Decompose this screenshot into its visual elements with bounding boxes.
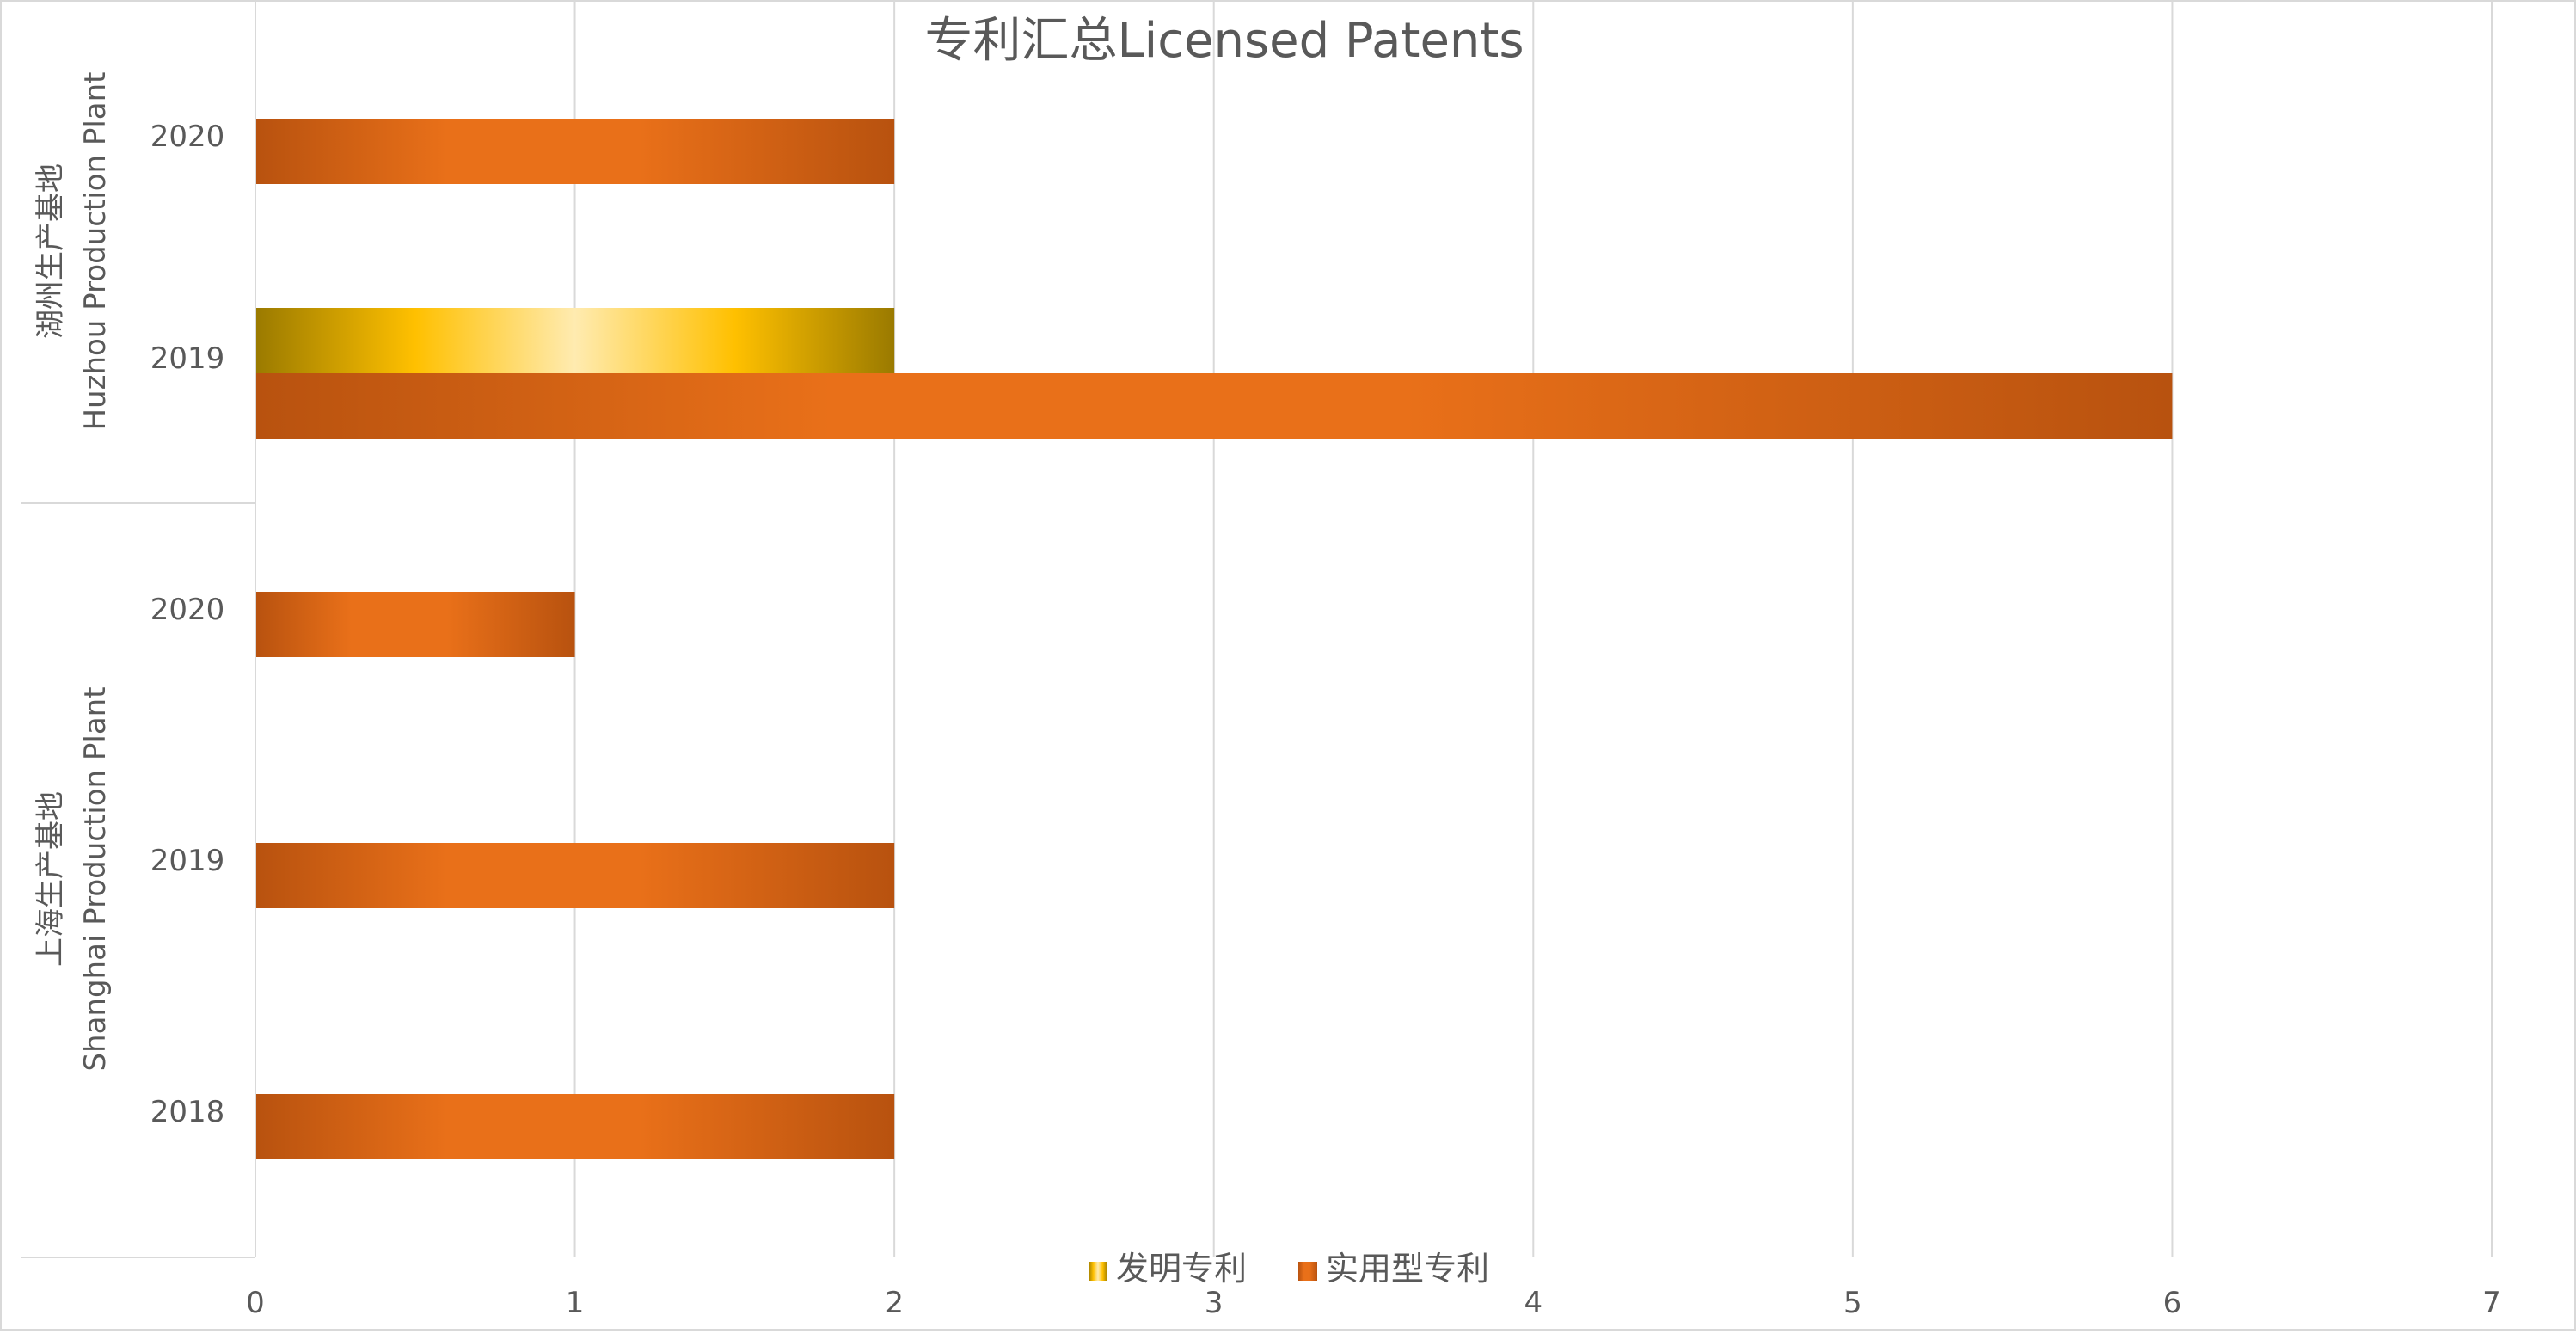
y-category-label: 2019 [150, 341, 225, 376]
group-label-en: Huzhou Production Plant [78, 71, 113, 430]
bar-series-2 [255, 119, 895, 184]
x-tick-label: 6 [2163, 1286, 2182, 1320]
legend-label-2: 实用型专利 [1326, 1250, 1489, 1288]
chart-title: 专利汇总Licensed Patents [924, 13, 1524, 69]
bar-series-2 [255, 1094, 895, 1159]
x-tick-label: 7 [2482, 1286, 2501, 1320]
axes [21, 0, 256, 1258]
x-tick-label: 2 [885, 1286, 904, 1320]
group-label-en: Shanghai Production Plant [78, 686, 113, 1071]
legend-swatch-2 [1298, 1262, 1317, 1281]
y-category-label: 2019 [150, 844, 225, 878]
bar-series-1 [255, 308, 895, 373]
group-label-cn: 上海生产基地 [34, 791, 68, 967]
legend: 发明专利 实用型专利 [1089, 1250, 1489, 1288]
x-tick-label: 0 [246, 1286, 265, 1320]
bars [255, 119, 2173, 1159]
y-category-label: 2018 [150, 1095, 225, 1129]
x-tick-label: 1 [566, 1286, 585, 1320]
y-category-label: 2020 [150, 593, 225, 627]
legend-label-1: 发明专利 [1116, 1250, 1247, 1288]
x-tick-label: 3 [1205, 1286, 1224, 1320]
bar-series-2 [255, 592, 575, 657]
x-tick-label: 4 [1524, 1286, 1543, 1320]
legend-swatch-1 [1089, 1262, 1107, 1281]
x-tick-label: 5 [1843, 1286, 1862, 1320]
group-label-cn: 湖州生产基地 [34, 163, 68, 339]
y-category-label: 2020 [150, 120, 225, 154]
bar-series-2 [255, 843, 895, 908]
axis-labels: 0 1 2 3 4 5 6 7 2020 2019 2020 2019 2018 湖州生产基地 Huzhou… [34, 71, 2501, 1320]
bar-series-2 [255, 373, 2173, 439]
